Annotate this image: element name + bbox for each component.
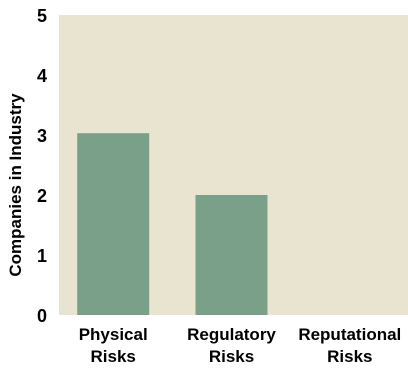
y-tick-label-3: 3 [37,126,47,146]
bars-group [77,133,268,315]
y-tick-labels: 0 1 2 3 4 5 [37,6,47,326]
y-tick-label-2: 2 [37,186,47,206]
y-tick-label-1: 1 [37,246,47,266]
x-category-label-0: Physical Risks [79,325,148,366]
x-category-label-2-line-1: Risks [327,347,372,366]
x-category-label-0-line-1: Risks [91,347,136,366]
x-category-label-2-line-0: Reputational [298,325,401,344]
y-tick-label-5: 5 [37,6,47,26]
x-category-label-0-line-0: Physical [79,325,148,344]
x-category-label-2: Reputational Risks [298,325,401,366]
x-category-label-1-line-0: Regulatory [187,325,276,344]
y-tick-label-0: 0 [37,306,47,326]
bar-1 [195,195,268,315]
x-category-label-1-line-1: Risks [209,347,254,366]
x-category-label-1: Regulatory Risks [187,325,276,366]
bar-0 [77,133,150,315]
y-axis-title: Companies in Industry [6,93,25,277]
y-tick-label-4: 4 [37,66,47,86]
